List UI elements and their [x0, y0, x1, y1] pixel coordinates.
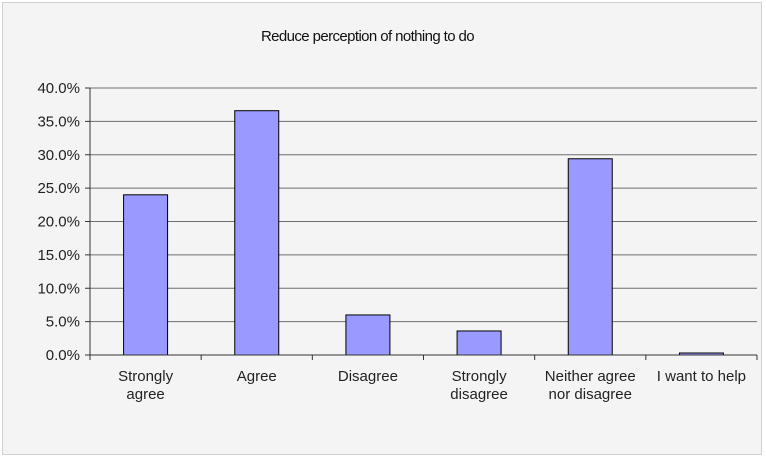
y-tick-label: 25.0%	[37, 180, 80, 197]
y-tick-label: 10.0%	[37, 280, 80, 297]
x-tick-label: Agree	[237, 368, 277, 385]
bar	[123, 194, 169, 356]
x-tick-label: Neither agree nor disagree	[545, 368, 636, 403]
bar	[234, 110, 280, 356]
chart-title: Reduce perception of nothing to do	[261, 28, 474, 45]
y-tick-label: 0.0%	[46, 347, 80, 364]
x-tick-label: Strongly disagree	[450, 368, 508, 403]
bar	[567, 158, 613, 356]
bar	[345, 314, 391, 356]
y-tick-label: 20.0%	[37, 214, 80, 231]
gridlines	[90, 87, 757, 323]
y-tick-label: 15.0%	[37, 247, 80, 264]
y-tick-label: 40.0%	[37, 80, 80, 97]
y-tick-label: 35.0%	[37, 113, 80, 130]
y-axis-ticks: 0.0% 5.0% 10.0% 15.0% 20.0% 25.0% 30.0% 35.0% 40…	[37, 80, 91, 364]
x-tick-label: Strongly agree	[118, 368, 174, 403]
bar	[456, 330, 502, 356]
x-axis-labels: Strongly agree Agree Disagree Strongly disagr…	[118, 368, 746, 403]
y-tick-label: 30.0%	[37, 147, 80, 164]
bars	[123, 110, 724, 356]
x-tick-label: Disagree	[338, 368, 398, 385]
chart-frame: Reduce perception of nothing to do 0.0% 5…	[2, 2, 762, 455]
y-tick-label: 5.0%	[46, 314, 80, 331]
x-tick-label: I want to help	[657, 368, 746, 385]
x-axis	[89, 354, 758, 360]
bar-chart: Reduce perception of nothing to do 0.0% 5…	[37, 28, 758, 403]
